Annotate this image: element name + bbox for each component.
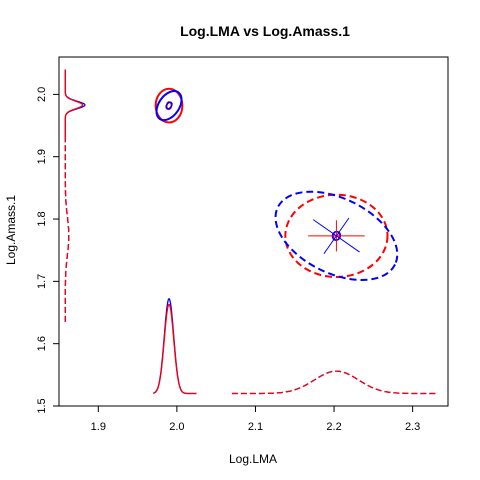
plot-marks	[64, 69, 437, 395]
x-axis-label: Log.LMA	[229, 452, 277, 466]
x-axis: 1.9 2.0 2.1 2.2 2.3	[91, 405, 420, 433]
y-tick-label: 1.5	[36, 398, 48, 413]
y-tick-label: 1.8	[36, 211, 48, 226]
red-x-density	[153, 303, 197, 395]
x-tick-label: 1.9	[91, 421, 106, 433]
plot-frame	[58, 56, 449, 407]
chart-title: Log.LMA vs Log.Amass.1	[180, 23, 350, 39]
y-tick-label: 1.6	[36, 336, 48, 351]
y-tick-label: 1.7	[36, 274, 48, 289]
blue-x-density	[231, 370, 437, 395]
y-tick-label: 2.0	[36, 87, 48, 102]
blue-crosshair	[312, 217, 360, 255]
blue-ellipse-inner	[165, 101, 173, 110]
x-tick-label: 2.2	[326, 421, 341, 433]
blue-ellipse-outer	[274, 190, 399, 281]
blue-ellipse-inner	[331, 230, 342, 241]
red-x-density	[231, 370, 437, 395]
y-tick-label: 1.9	[36, 149, 48, 164]
red-y-density	[64, 69, 84, 138]
red-ellipse-outer	[284, 193, 389, 278]
red-y-density	[64, 138, 70, 322]
red-ellipse-outer	[154, 87, 184, 124]
x-tick-label: 2.0	[169, 421, 184, 433]
x-tick-label: 2.3	[405, 421, 420, 433]
y-axis: 1.5 1.6 1.7 1.8 1.9 2.0	[36, 87, 59, 414]
x-tick-label: 2.1	[248, 421, 263, 433]
blue-crosshair-v	[323, 217, 350, 255]
blue-ellipse-outer	[155, 90, 183, 122]
y-axis-label: Log.Amass.1	[4, 195, 18, 265]
